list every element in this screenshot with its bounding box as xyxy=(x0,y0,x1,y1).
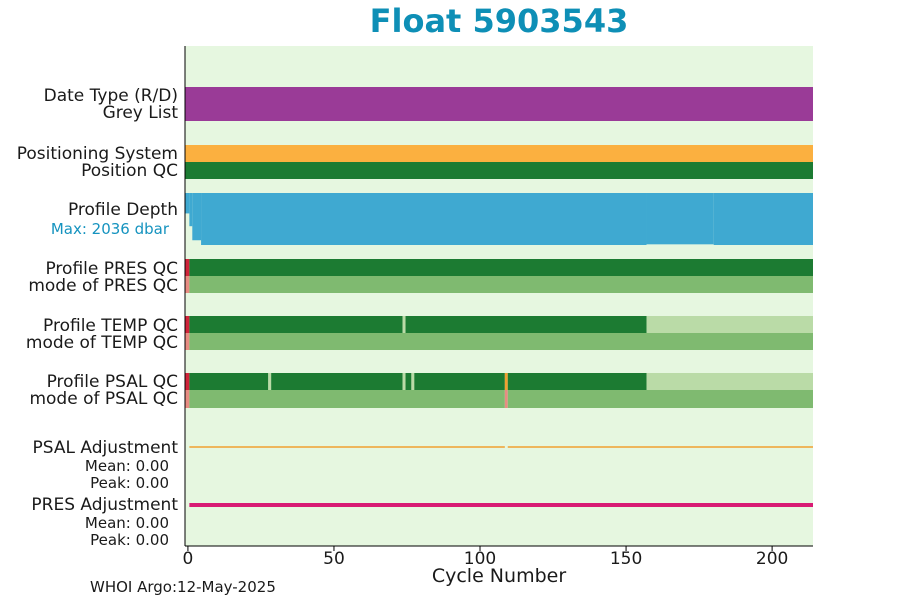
label-mode-psal-qc: mode of PSAL QC xyxy=(29,389,178,409)
label-positioning-system: Positioning System xyxy=(16,144,178,164)
qc-segment xyxy=(507,373,647,390)
qc-segment xyxy=(414,373,505,390)
depth-bar xyxy=(646,193,714,245)
qc-segment xyxy=(185,373,190,390)
x-tick-label: 200 xyxy=(756,549,788,569)
x-tick-label: 50 xyxy=(323,549,345,569)
qc-segment xyxy=(185,333,190,350)
depth-bar xyxy=(189,193,193,227)
label-position-qc: Position QC xyxy=(81,161,178,181)
chart-title: Float 5903543 xyxy=(369,2,629,40)
qc-segment xyxy=(405,373,412,390)
x-tick-label: 100 xyxy=(464,549,496,569)
qc-segment xyxy=(507,390,813,408)
qc-segment xyxy=(185,276,190,293)
label-date-type: Date Type (R/D) xyxy=(43,86,178,106)
x-axis-label: Cycle Number xyxy=(431,565,567,587)
label-pres-peak: Peak: 0.00 xyxy=(90,531,169,549)
qc-segment xyxy=(402,373,406,390)
qc-segment xyxy=(411,373,415,390)
qc-segment xyxy=(189,259,813,276)
qc-segment xyxy=(185,145,813,162)
qc-segment xyxy=(185,259,190,276)
label-max-depth: Max: 2036 dbar xyxy=(50,220,169,238)
qc-segment xyxy=(189,390,505,408)
label-pres-adjustment: PRES Adjustment xyxy=(31,495,178,515)
label-psal-peak: Peak: 0.00 xyxy=(90,474,169,492)
depth-bar xyxy=(201,193,647,245)
x-tick-label: 150 xyxy=(610,549,642,569)
qc-segment xyxy=(185,162,813,179)
footer-credit: WHOI Argo:12-May-2025 xyxy=(90,578,276,596)
qc-segment xyxy=(185,390,190,408)
x-tick-label: 0 xyxy=(183,549,194,569)
depth-bar xyxy=(713,193,813,245)
label-psal-adjustment: PSAL Adjustment xyxy=(32,438,178,458)
qc-segment xyxy=(185,316,190,333)
label-mode-pres-qc: mode of PRES QC xyxy=(28,276,178,296)
qc-segment xyxy=(504,390,508,408)
label-mode-temp-qc: mode of TEMP QC xyxy=(25,333,178,353)
label-psal-qc: Profile PSAL QC xyxy=(46,372,178,392)
qc-segment xyxy=(189,316,403,333)
qc-segment xyxy=(189,373,269,390)
qc-segment xyxy=(189,276,813,293)
qc-segment xyxy=(402,316,406,333)
qc-segment xyxy=(271,373,403,390)
label-temp-qc: Profile TEMP QC xyxy=(43,316,178,336)
depth-bar xyxy=(185,193,190,214)
label-pres-qc: Profile PRES QC xyxy=(45,259,178,279)
qc-segment xyxy=(646,373,813,390)
qc-segment xyxy=(268,373,272,390)
qc-segment xyxy=(646,316,813,333)
label-grey-list: Grey List xyxy=(102,103,178,123)
label-psal-mean: Mean: 0.00 xyxy=(84,457,169,475)
label-pres-mean: Mean: 0.00 xyxy=(84,514,169,532)
qc-segment xyxy=(185,87,813,121)
qc-segment xyxy=(405,316,647,333)
plot-background xyxy=(185,46,813,546)
depth-bar xyxy=(192,193,202,241)
qc-segment xyxy=(189,333,813,350)
label-profile-depth: Profile Depth xyxy=(67,200,178,220)
qc-segment xyxy=(504,373,508,390)
